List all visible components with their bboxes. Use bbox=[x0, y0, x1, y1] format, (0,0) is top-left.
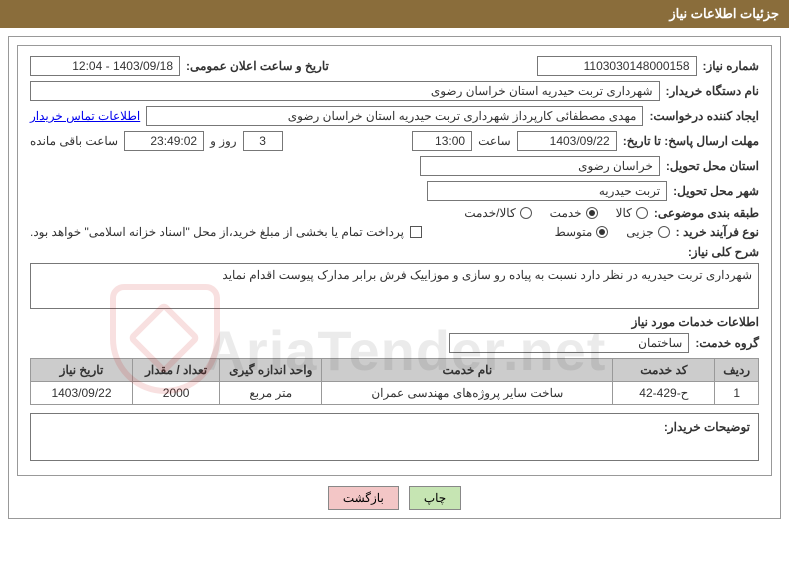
table-header-row: ردیف کد خدمت نام خدمت واحد اندازه گیری ت… bbox=[31, 359, 759, 382]
radio-service[interactable]: خدمت bbox=[550, 206, 598, 220]
cell-name: ساخت سایر پروژه‌های مهندسی عمران bbox=[322, 382, 613, 405]
col-date: تاریخ نیاز bbox=[31, 359, 133, 382]
radio-goods[interactable]: کالا bbox=[616, 206, 648, 220]
main-panel: شماره نیاز: 1103030148000158 تاریخ و ساع… bbox=[8, 36, 781, 519]
deadline-time-value: 13:00 bbox=[412, 131, 472, 151]
back-button[interactable]: بازگشت bbox=[328, 486, 399, 510]
radio-partial[interactable]: جزیی bbox=[626, 225, 669, 239]
radio-goods-service-label: کالا/خدمت bbox=[464, 206, 515, 220]
city-value: تربت حیدریه bbox=[427, 181, 667, 201]
radio-icon bbox=[636, 207, 648, 219]
description-label: شرح کلی نیاز: bbox=[688, 245, 759, 259]
col-name: نام خدمت bbox=[322, 359, 613, 382]
radio-icon bbox=[658, 226, 670, 238]
col-code: کد خدمت bbox=[613, 359, 715, 382]
services-table: ردیف کد خدمت نام خدمت واحد اندازه گیری ت… bbox=[30, 358, 759, 405]
days-label: روز و bbox=[210, 134, 237, 148]
radio-medium[interactable]: متوسط bbox=[555, 225, 609, 239]
time-label: ساعت bbox=[478, 134, 511, 148]
announce-date-value: 1403/09/18 - 12:04 bbox=[30, 56, 180, 76]
print-button[interactable]: چاپ bbox=[409, 486, 461, 510]
buyer-note-label: توضیحات خریدار: bbox=[664, 420, 750, 434]
deadline-date-value: 1403/09/22 bbox=[517, 131, 617, 151]
description-box: شهرداری تربت حیدریه در نظر دارد نسبت به … bbox=[30, 263, 759, 309]
service-group-value: ساختمان bbox=[449, 333, 689, 353]
cell-row: 1 bbox=[715, 382, 759, 405]
buttons-row: چاپ بازگشت bbox=[17, 486, 772, 510]
buyer-org-label: نام دستگاه خریدار: bbox=[666, 84, 760, 98]
cell-unit: متر مربع bbox=[220, 382, 322, 405]
need-number-label: شماره نیاز: bbox=[703, 59, 759, 73]
radio-goods-label: کالا bbox=[616, 206, 632, 220]
description-text: شهرداری تربت حیدریه در نظر دارد نسبت به … bbox=[222, 268, 752, 282]
services-section-title: اطلاعات خدمات مورد نیاز bbox=[632, 315, 759, 329]
province-label: استان محل تحویل: bbox=[666, 159, 759, 173]
col-row: ردیف bbox=[715, 359, 759, 382]
requester-label: ایجاد کننده درخواست: bbox=[649, 109, 759, 123]
radio-partial-label: جزیی bbox=[626, 225, 653, 239]
service-group-label: گروه خدمت: bbox=[695, 336, 759, 350]
category-radio-group: کالا خدمت کالا/خدمت bbox=[464, 206, 648, 220]
remain-label: ساعت باقی مانده bbox=[30, 134, 118, 148]
payment-note: پرداخت تمام یا بخشی از مبلغ خرید،از محل … bbox=[30, 225, 404, 239]
page-header: جزئیات اطلاعات نیاز bbox=[0, 0, 789, 28]
page-title: جزئیات اطلاعات نیاز bbox=[669, 6, 779, 21]
buyer-contact-link[interactable]: اطلاعات تماس خریدار bbox=[30, 109, 140, 123]
details-panel: شماره نیاز: 1103030148000158 تاریخ و ساع… bbox=[17, 45, 772, 476]
cell-code: ح-429-42 bbox=[613, 382, 715, 405]
radio-goods-service[interactable]: کالا/خدمت bbox=[464, 206, 531, 220]
days-value: 3 bbox=[243, 131, 283, 151]
process-type-label: نوع فرآیند خرید : bbox=[676, 225, 759, 239]
need-number-value: 1103030148000158 bbox=[537, 56, 697, 76]
province-value: خراسان رضوی bbox=[420, 156, 660, 176]
cell-qty: 2000 bbox=[132, 382, 219, 405]
col-qty: تعداد / مقدار bbox=[132, 359, 219, 382]
payment-checkbox[interactable] bbox=[410, 226, 422, 238]
radio-icon bbox=[586, 207, 598, 219]
cell-date: 1403/09/22 bbox=[31, 382, 133, 405]
radio-service-label: خدمت bbox=[550, 206, 582, 220]
buyer-note-box: توضیحات خریدار: bbox=[30, 413, 759, 461]
city-label: شهر محل تحویل: bbox=[673, 184, 759, 198]
process-radio-group: جزیی متوسط bbox=[555, 225, 670, 239]
radio-icon bbox=[596, 226, 608, 238]
buyer-org-value: شهرداری تربت حیدریه استان خراسان رضوی bbox=[30, 81, 660, 101]
deadline-label: مهلت ارسال پاسخ: تا تاریخ: bbox=[623, 134, 759, 148]
radio-icon bbox=[520, 207, 532, 219]
countdown-value: 23:49:02 bbox=[124, 131, 204, 151]
requester-value: مهدی مصطفائی کارپرداز شهرداری تربت حیدری… bbox=[146, 106, 643, 126]
radio-medium-label: متوسط bbox=[555, 225, 593, 239]
announce-date-label: تاریخ و ساعت اعلان عمومی: bbox=[186, 59, 329, 73]
col-unit: واحد اندازه گیری bbox=[220, 359, 322, 382]
category-label: طبقه بندی موضوعی: bbox=[654, 206, 759, 220]
table-row: 1 ح-429-42 ساخت سایر پروژه‌های مهندسی عم… bbox=[31, 382, 759, 405]
